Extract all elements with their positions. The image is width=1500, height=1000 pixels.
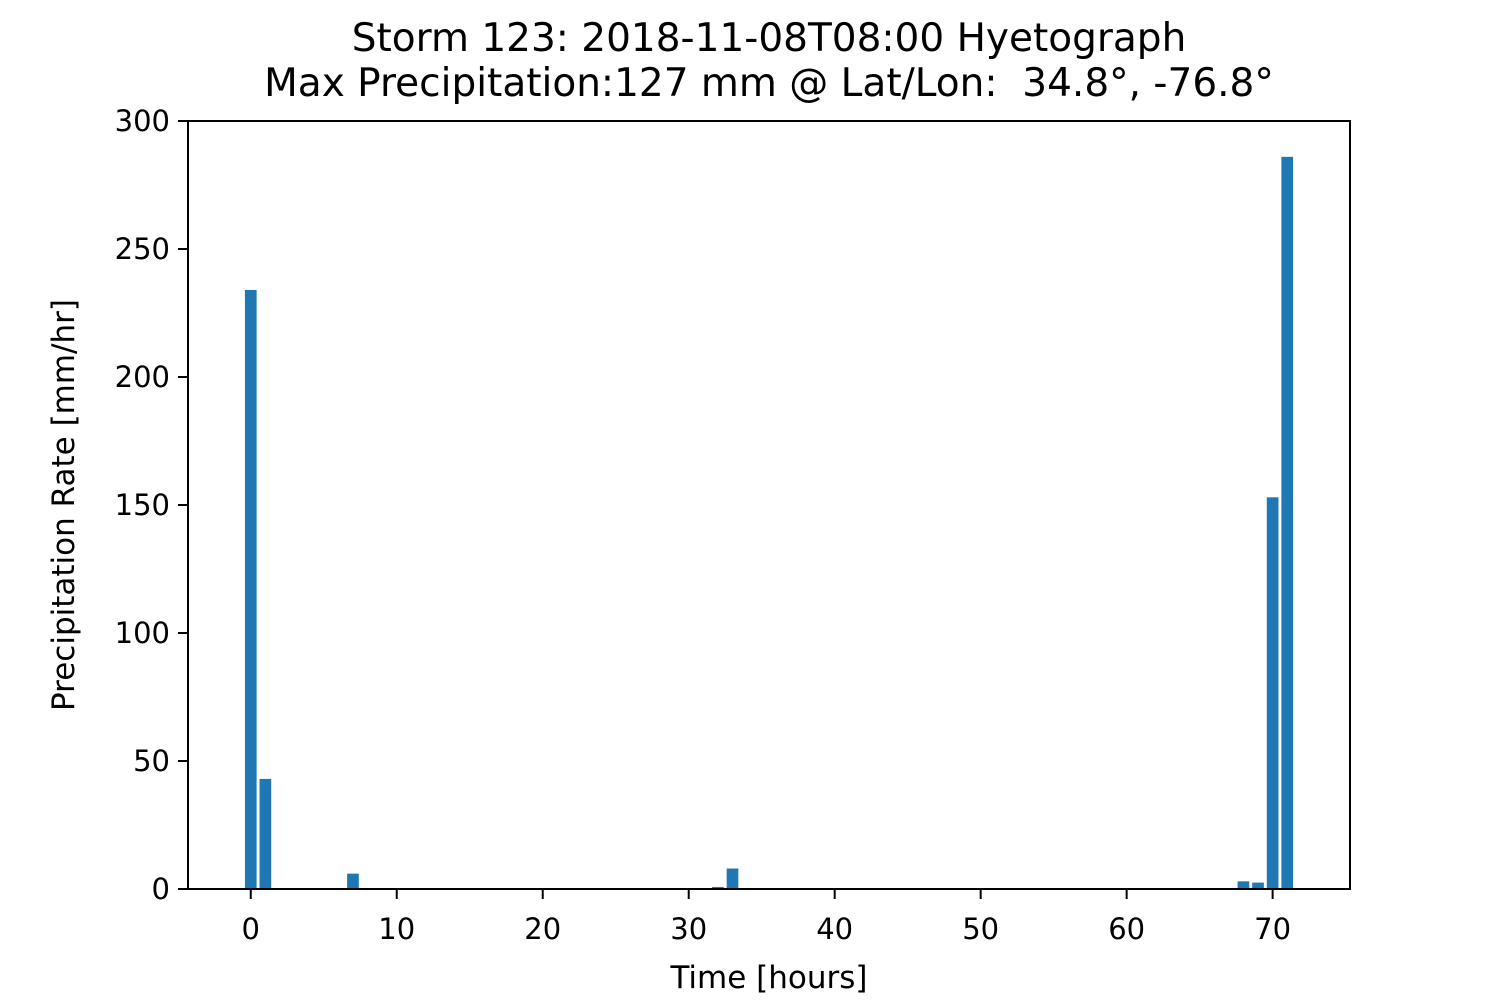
y-tick-label: 50 xyxy=(133,744,170,778)
bar-32 xyxy=(712,886,724,889)
bar-0 xyxy=(244,289,257,890)
x-tick-label: 70 xyxy=(1254,912,1291,946)
bar-69 xyxy=(1252,882,1264,889)
y-tick-label: 300 xyxy=(115,104,170,138)
x-tick-label: 0 xyxy=(242,912,260,946)
x-axis-label: Time [hours] xyxy=(669,960,867,996)
x-tick-label: 10 xyxy=(378,912,415,946)
chart-subtitle: Max Precipitation:127 mm @ Lat/Lon: 34.8… xyxy=(264,61,1274,106)
y-tick-label: 250 xyxy=(115,232,170,266)
bar-68 xyxy=(1237,881,1250,889)
bar-33 xyxy=(726,868,739,889)
x-axis-ticks: 0 10 20 30 40 50 60 70 xyxy=(242,889,1291,946)
bar-1 xyxy=(259,778,272,889)
bars-group xyxy=(244,156,1294,890)
y-tick-label: 150 xyxy=(115,488,170,522)
y-axis-label: Precipitation Rate [mm/hr] xyxy=(46,299,82,711)
bar-71 xyxy=(1281,156,1294,890)
x-tick-label: 40 xyxy=(816,912,853,946)
y-axis-ticks: 0 50 100 150 200 250 300 xyxy=(115,104,188,906)
x-tick-label: 30 xyxy=(670,912,707,946)
chart-title: Storm 123: 2018-11-08T08:00 Hyetograph xyxy=(351,16,1187,61)
plot-frame xyxy=(187,120,1351,890)
bar-70 xyxy=(1266,497,1279,889)
y-tick-label: 200 xyxy=(115,360,170,394)
x-tick-label: 50 xyxy=(962,912,999,946)
bar-7 xyxy=(347,873,359,889)
x-tick-label: 60 xyxy=(1108,912,1145,946)
x-tick-label: 20 xyxy=(524,912,561,946)
y-tick-label: 100 xyxy=(115,616,170,650)
y-tick-label: 0 xyxy=(152,872,170,906)
